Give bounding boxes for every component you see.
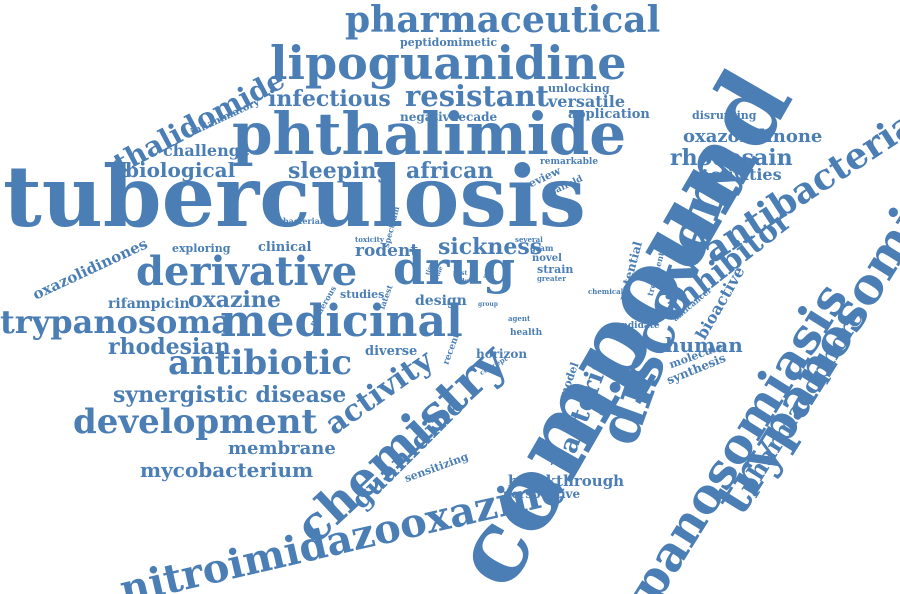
word-peptidomimetic: peptidomimetic xyxy=(400,36,498,49)
word-past: past xyxy=(453,270,468,277)
word-studies: studies xyxy=(340,288,385,301)
word-disease: disease xyxy=(255,382,347,408)
word-value: value xyxy=(455,278,473,285)
word-human: human xyxy=(665,333,743,357)
word-mycobacterium: mycobacterium xyxy=(140,458,314,482)
word-diverse: diverse xyxy=(365,344,418,359)
word-synergistic-disease: synergistic disease xyxy=(113,384,346,406)
word-membrane: membrane xyxy=(228,438,336,459)
word-oxazolidinone: oxazolidinone xyxy=(683,126,823,147)
word-pharmaceutical: pharmaceutical xyxy=(345,0,661,41)
word-activities: activities xyxy=(700,165,782,184)
word-design: design xyxy=(415,293,467,309)
word-perspective: perspective xyxy=(503,487,581,501)
word-rhodesain: rhodesain xyxy=(670,145,793,171)
word-oxazine: oxazine xyxy=(188,287,281,313)
word-application: application xyxy=(568,107,650,122)
word-rhodesian: rhodesian xyxy=(108,334,231,360)
word-agent: agent xyxy=(508,314,531,323)
word-development: development xyxy=(73,402,318,442)
word-sleeping: sleeping xyxy=(288,158,392,184)
word-group: group xyxy=(478,301,498,308)
word-resistant: resistant xyxy=(405,79,550,113)
word-derivative: derivative xyxy=(136,248,358,295)
word-greater: greater xyxy=(537,274,566,283)
word-biological: biological xyxy=(125,158,236,182)
word-novel: novel xyxy=(532,253,562,264)
word-lipoguanidine: lipoguanidine xyxy=(270,36,627,90)
word-phthalimide: phthalimide xyxy=(232,100,627,168)
word-infectious: infectious xyxy=(268,86,391,112)
word-chemical: chemical xyxy=(588,287,624,296)
word-synergistic: synergistic xyxy=(113,382,248,408)
word-rodent: rodent xyxy=(355,241,419,261)
word-toxicity: toxicity xyxy=(355,235,384,244)
word-rifampicin: rifampicin xyxy=(108,296,190,312)
word-disrupting: disrupting xyxy=(692,109,757,122)
word-antibiotic: antibiotic xyxy=(168,343,353,383)
word-versatile: versatile xyxy=(548,92,626,111)
word-horizon: horizon xyxy=(476,347,528,361)
word-challenge: challenge xyxy=(163,141,251,160)
word-drug: drug xyxy=(393,241,516,295)
word-decade: decade xyxy=(450,110,498,124)
word-health: health xyxy=(510,328,543,338)
word-negative: negative xyxy=(400,110,458,124)
word-strain: strain xyxy=(537,263,574,276)
word-trypanosoma: trypanosoma xyxy=(0,303,232,341)
word-sickness: sickness xyxy=(438,234,543,260)
word-oxazolidinones: oxazolidinones xyxy=(29,234,151,304)
word-clinical: clinical xyxy=(258,240,312,255)
word-gram: gram xyxy=(530,243,554,253)
word-tuberculosis: tuberculosis xyxy=(3,147,586,246)
word-breakthrough: breakthrough xyxy=(508,472,625,490)
word-unlocking: unlocking xyxy=(548,82,610,95)
word-remarkable: remarkable xyxy=(540,157,599,167)
word-exploring: exploring xyxy=(172,242,231,255)
word-medicinal: medicinal xyxy=(220,296,463,347)
word-several: several xyxy=(515,235,543,244)
word-bacterial: bacterial xyxy=(283,216,323,226)
word-african: african xyxy=(406,158,494,184)
word-candidate: candidate xyxy=(610,321,660,331)
